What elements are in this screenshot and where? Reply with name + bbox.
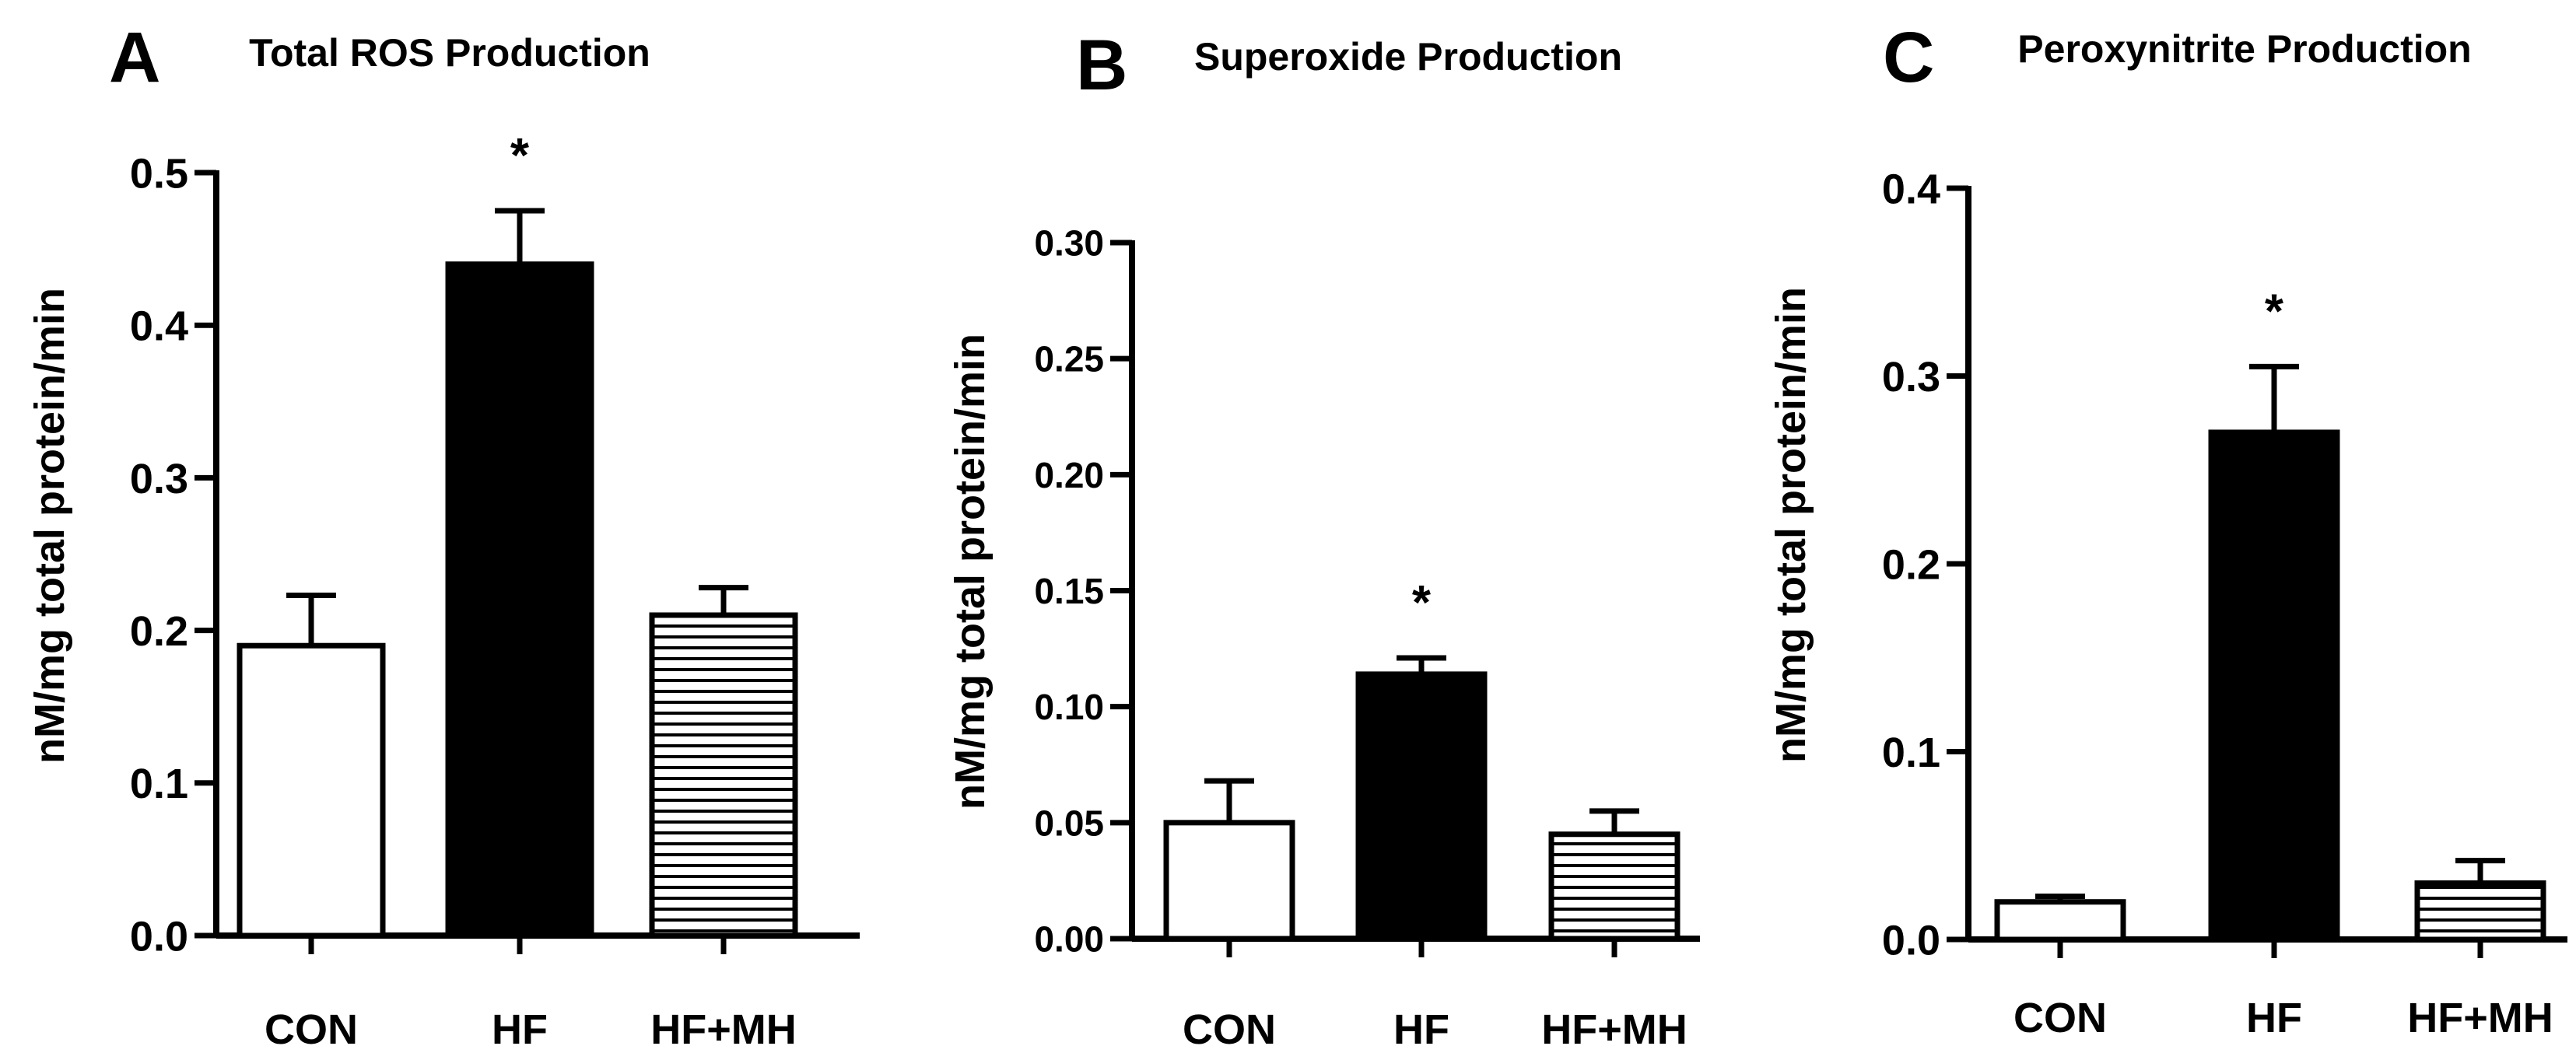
category-label: HF <box>492 1006 548 1053</box>
y-tick-label: 0.1 <box>1882 729 1940 776</box>
y-tick-label: 0.2 <box>130 608 188 655</box>
panel-b: B Superoxide Production nM/mg total prot… <box>947 26 1700 1053</box>
y-tick-label: 0.3 <box>1882 354 1940 401</box>
panel-c: C Peroxynitrite Production nM/mg total p… <box>1768 18 2567 1041</box>
category-label: CON <box>1183 1006 1276 1053</box>
bar-hf <box>2208 429 2340 943</box>
y-tick-label: 0.15 <box>1034 571 1104 611</box>
y-tick-label: 0.0 <box>1882 917 1940 964</box>
y-axis-label-a: nM/mg total protein/min <box>26 288 73 764</box>
y-tick-label: 0.25 <box>1034 339 1104 380</box>
y-tick-label: 0.2 <box>1882 541 1940 588</box>
category-label: HF <box>1393 1006 1449 1053</box>
panel-letter-c: C <box>1883 18 1934 97</box>
category-label: HF+MH <box>2407 995 2553 1041</box>
bar-con <box>1163 820 1295 942</box>
y-tick-label: 0.4 <box>1882 166 1940 212</box>
y-tick-label: 0.0 <box>130 913 188 960</box>
significance-marker: * <box>1412 576 1432 630</box>
bar-hf <box>445 261 594 939</box>
panel-letter-b: B <box>1076 26 1127 105</box>
y-tick-label: 0.10 <box>1034 687 1104 727</box>
significance-marker: * <box>510 129 530 183</box>
bar-con <box>237 642 386 939</box>
category-label: HF+MH <box>1541 1006 1688 1053</box>
y-axis-label-c: nM/mg total protein/min <box>1768 287 1814 763</box>
category-label: CON <box>265 1006 358 1053</box>
y-tick-label: 0.05 <box>1034 803 1104 843</box>
bar-hf-mh <box>649 612 798 939</box>
y-tick-label: 0.5 <box>130 150 188 197</box>
bar-hf-mh <box>2414 880 2546 943</box>
bar-con <box>1994 899 2126 943</box>
significance-marker: * <box>2265 285 2284 338</box>
category-label: CON <box>2013 995 2107 1041</box>
chart-title-peroxynitrite: Peroxynitrite Production <box>2017 27 2471 71</box>
y-tick-label: 0.1 <box>130 761 188 807</box>
panel-letter-a: A <box>109 18 160 97</box>
bar-hf <box>1355 671 1488 942</box>
category-label: HF <box>2246 995 2302 1041</box>
bar-hf-mh <box>1548 831 1681 942</box>
y-tick-label: 0.3 <box>130 456 188 502</box>
panel-a: A Total ROS Production nM/mg total prote… <box>26 18 860 1053</box>
category-label: HF+MH <box>650 1006 797 1053</box>
y-axis-label-b: nM/mg total protein/min <box>947 334 994 810</box>
y-tick-label: 0.00 <box>1034 919 1104 960</box>
y-tick-label: 0.4 <box>130 303 188 350</box>
y-tick-label: 0.20 <box>1034 455 1104 495</box>
chart-title-superoxide: Superoxide Production <box>1194 35 1622 79</box>
chart-title-total-ros: Total ROS Production <box>249 31 650 75</box>
y-tick-label: 0.30 <box>1034 223 1104 264</box>
